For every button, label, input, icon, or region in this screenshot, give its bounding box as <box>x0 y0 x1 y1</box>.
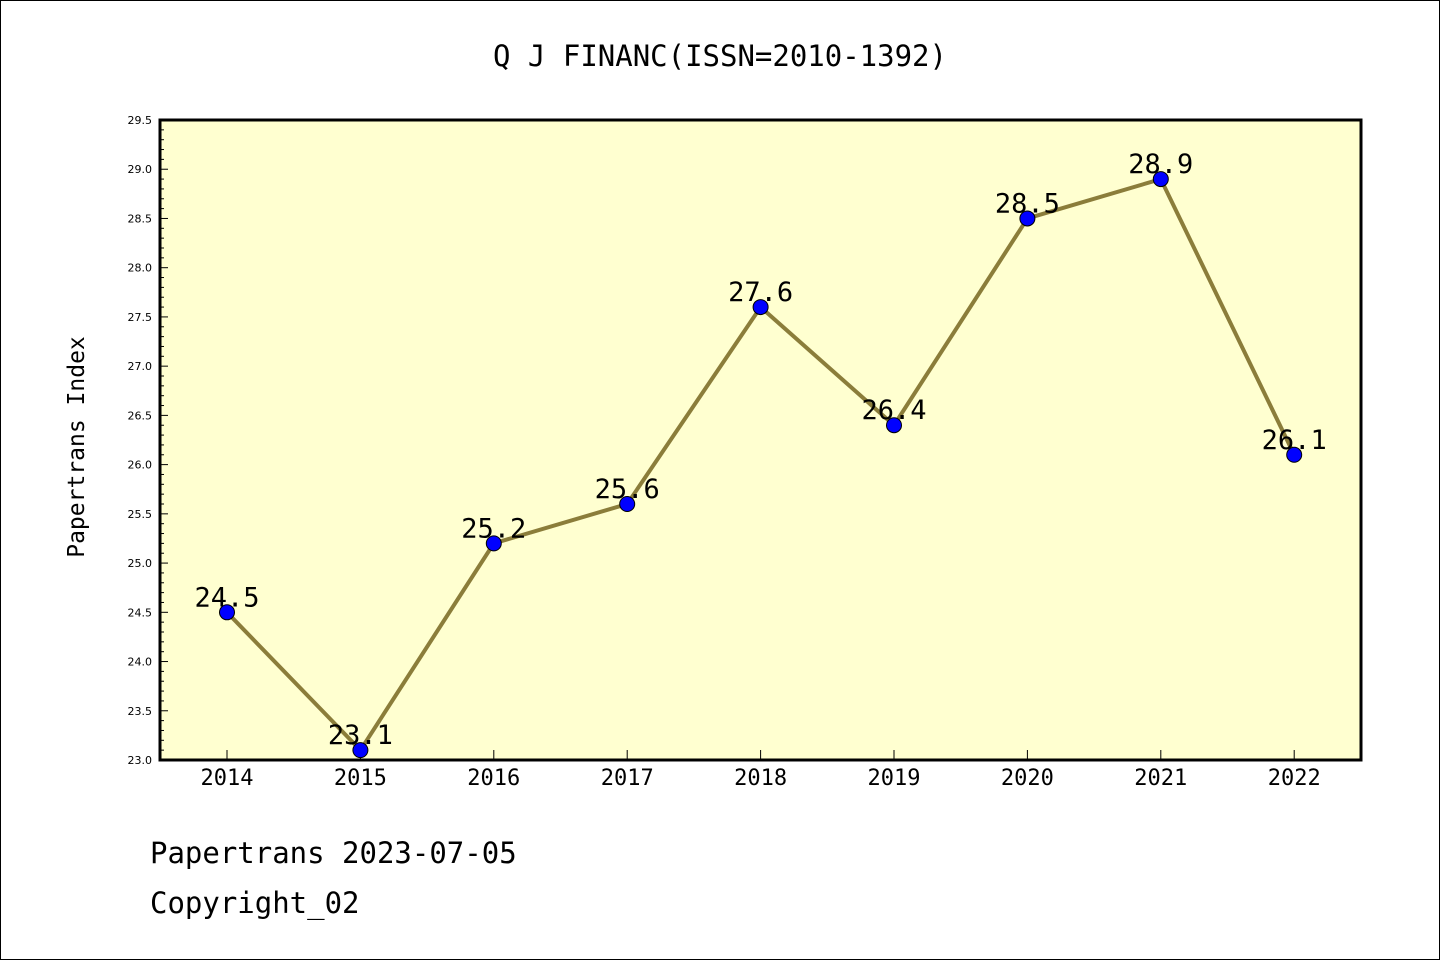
data-label: 24.5 <box>194 582 259 613</box>
y-tick-label: 29.5 <box>128 114 153 127</box>
x-tick-label: 2016 <box>467 766 520 791</box>
x-axis-ticks: 2014 2015 2016 2017 2018 2019 2020 2021 2022 <box>201 750 1321 791</box>
y-tick-label: 29.0 <box>128 163 153 176</box>
data-point <box>1286 446 1303 463</box>
y-tick-label: 27.0 <box>128 360 153 373</box>
data-label: 23.1 <box>328 720 393 751</box>
y-tick-label: 27.5 <box>128 311 153 324</box>
x-tick-label: 2015 <box>334 766 387 791</box>
data-label: 28.5 <box>995 188 1060 219</box>
y-axis-label: Papertrans Index <box>64 336 90 558</box>
data-label: 27.6 <box>728 277 793 308</box>
data-label: 28.9 <box>1128 149 1193 180</box>
data-label: 26.4 <box>861 395 926 426</box>
y-tick-label: 23.5 <box>128 705 153 718</box>
x-tick-label: 2019 <box>868 766 921 791</box>
data-point <box>485 535 502 552</box>
x-tick-label: 2022 <box>1268 766 1321 791</box>
data-label: 25.2 <box>461 513 526 544</box>
x-tick-label: 2017 <box>601 766 654 791</box>
y-tick-label: 25.0 <box>128 557 153 570</box>
data-point <box>1019 210 1036 227</box>
data-point <box>886 417 902 434</box>
y-tick-label: 23.0 <box>128 754 153 767</box>
data-point <box>352 742 369 759</box>
series-layer: 24.5 23.1 25.2 25.6 27.6 26.4 28.5 28.9 26.1 <box>194 149 1327 759</box>
y-tick-label: 26.5 <box>128 409 153 422</box>
footer-date: Papertrans 2023-07-05 <box>150 836 517 870</box>
x-tick-label: 2014 <box>201 766 254 791</box>
data-label: 25.6 <box>595 474 660 505</box>
plot-area <box>160 120 1361 760</box>
plot-border <box>158 118 1363 762</box>
y-tick-label: 28.0 <box>128 262 153 275</box>
chart-title: Q J FINANC(ISSN=2010-1392) <box>493 39 947 73</box>
data-point <box>1152 171 1169 188</box>
y-tick-label: 24.0 <box>128 656 153 669</box>
data-point <box>219 604 235 621</box>
data-point <box>619 496 636 512</box>
y-tick-label: 25.5 <box>128 508 153 521</box>
x-tick-label: 2021 <box>1134 766 1187 791</box>
x-tick-label: 2018 <box>734 766 787 791</box>
y-tick-label: 26.0 <box>128 459 153 472</box>
data-label: 26.1 <box>1262 425 1327 456</box>
y-tick-label: 28.5 <box>128 212 153 225</box>
y-axis-ticks: 23.0 23.5 24.0 24.5 25.0 25.5 26.0 26.5 27.0 27.5… <box>128 114 168 767</box>
y-tick-label: 24.5 <box>128 606 153 619</box>
data-point <box>752 299 769 316</box>
footer-copyright: Copyright_02 <box>150 886 360 920</box>
x-tick-label: 2020 <box>1001 766 1054 791</box>
